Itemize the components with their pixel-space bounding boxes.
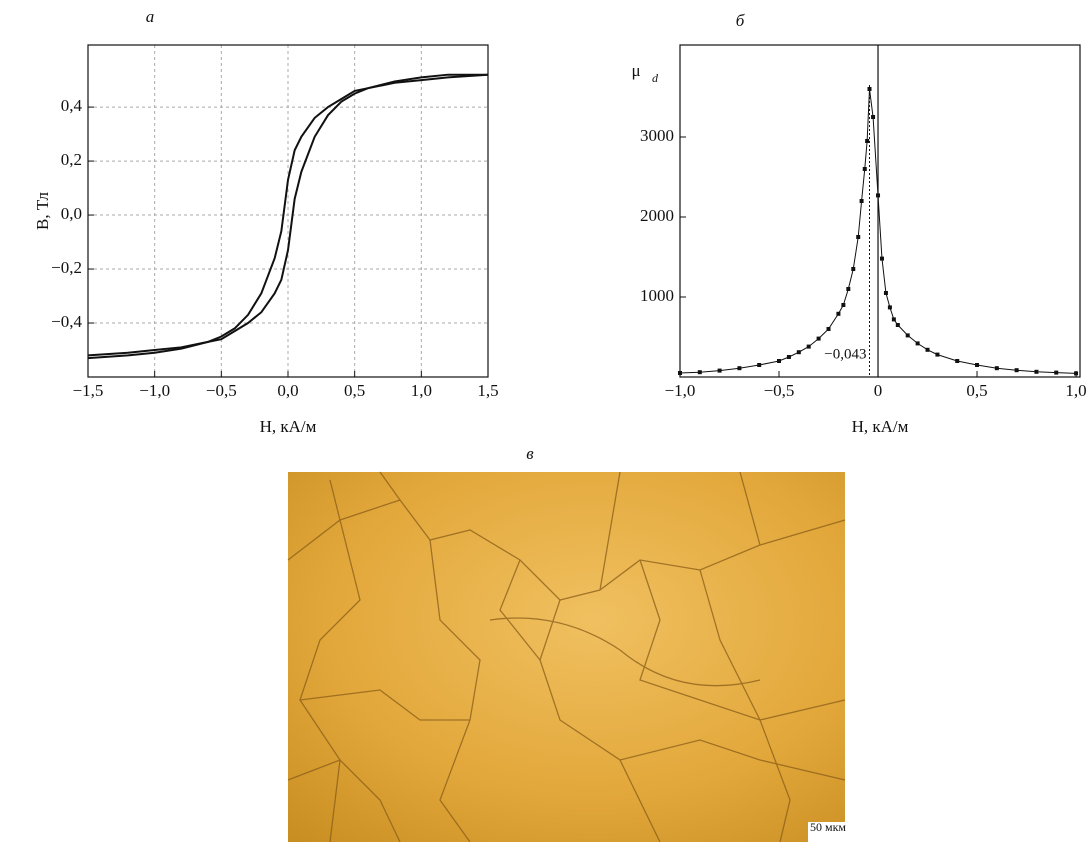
micrograph: 50 мкм bbox=[287, 471, 846, 842]
marker bbox=[836, 311, 841, 316]
marker bbox=[816, 336, 821, 341]
y-tick-label: 0,4 bbox=[61, 96, 83, 115]
plot-frame bbox=[679, 44, 1081, 378]
marker bbox=[1034, 369, 1039, 374]
marker bbox=[879, 256, 884, 261]
marker bbox=[883, 291, 888, 295]
marker bbox=[859, 199, 864, 203]
y-tick-label: 1000 bbox=[640, 286, 674, 305]
x-tick-label: −1,0 bbox=[139, 381, 170, 400]
marker bbox=[846, 287, 851, 291]
x-tick-label: 1,0 bbox=[411, 381, 432, 400]
x-tick-label: −1,0 bbox=[665, 381, 696, 400]
x-axis-title: H, кА/м bbox=[260, 417, 317, 436]
marker bbox=[876, 193, 881, 198]
marker bbox=[717, 368, 722, 373]
marker bbox=[915, 341, 920, 346]
marker bbox=[796, 350, 801, 355]
x-tick-label: 0 bbox=[874, 381, 883, 400]
marker bbox=[697, 370, 702, 375]
panel-label: б bbox=[736, 11, 745, 30]
y-tick-label: 2000 bbox=[640, 206, 674, 225]
marker bbox=[905, 333, 910, 338]
marker bbox=[786, 355, 791, 359]
x-tick-label: 0,5 bbox=[344, 381, 365, 400]
grain-boundaries bbox=[287, 471, 846, 842]
y-axis-title-subscript: d bbox=[652, 71, 659, 85]
x-tick-label: −1,5 bbox=[73, 381, 104, 400]
y-tick-label: 3000 bbox=[640, 126, 674, 145]
x-tick-label: 0,5 bbox=[966, 381, 987, 400]
marker bbox=[757, 363, 762, 367]
marker bbox=[895, 323, 900, 327]
marker bbox=[925, 347, 930, 352]
scale-bar-box bbox=[808, 822, 845, 842]
marker bbox=[1054, 370, 1059, 375]
marker bbox=[935, 352, 940, 357]
x-axis-title: H, кА/м bbox=[852, 417, 909, 436]
y-axis-title: μ bbox=[631, 61, 640, 80]
marker bbox=[994, 366, 999, 371]
x-tick-label: 0,0 bbox=[277, 381, 298, 400]
y-tick-label: 0,0 bbox=[61, 204, 82, 223]
marker bbox=[871, 115, 876, 119]
micrograph-background bbox=[288, 472, 845, 842]
annotation-label: −0,043 bbox=[824, 346, 866, 362]
y-tick-label: 0,2 bbox=[61, 150, 82, 169]
marker bbox=[887, 305, 892, 310]
marker bbox=[678, 371, 682, 375]
marker bbox=[851, 267, 856, 271]
marker bbox=[1074, 371, 1079, 376]
marker bbox=[891, 317, 896, 322]
marker bbox=[865, 139, 870, 143]
marker bbox=[841, 303, 846, 307]
marker bbox=[777, 359, 782, 363]
y-axis-title: B, Тл bbox=[33, 192, 52, 230]
marker bbox=[1014, 368, 1019, 373]
marker bbox=[826, 327, 831, 331]
marker bbox=[862, 167, 867, 171]
marker bbox=[955, 359, 960, 363]
x-tick-label: 1,0 bbox=[1065, 381, 1086, 400]
marker bbox=[867, 87, 872, 91]
scale-bar-label: 50 мкм bbox=[810, 820, 846, 834]
series-line bbox=[87, 73, 488, 357]
panel-label: в bbox=[526, 444, 534, 463]
y-tick-label: −0,4 bbox=[51, 312, 82, 331]
marker bbox=[856, 235, 861, 239]
panel-label: а bbox=[146, 7, 155, 26]
marker bbox=[975, 363, 980, 367]
y-tick-label: −0,2 bbox=[51, 258, 82, 277]
x-tick-label: −0,5 bbox=[764, 381, 795, 400]
plot-frame bbox=[87, 44, 489, 378]
x-tick-label: 1,5 bbox=[477, 381, 498, 400]
x-tick-label: −0,5 bbox=[206, 381, 237, 400]
marker bbox=[806, 344, 811, 349]
marker bbox=[737, 366, 742, 371]
